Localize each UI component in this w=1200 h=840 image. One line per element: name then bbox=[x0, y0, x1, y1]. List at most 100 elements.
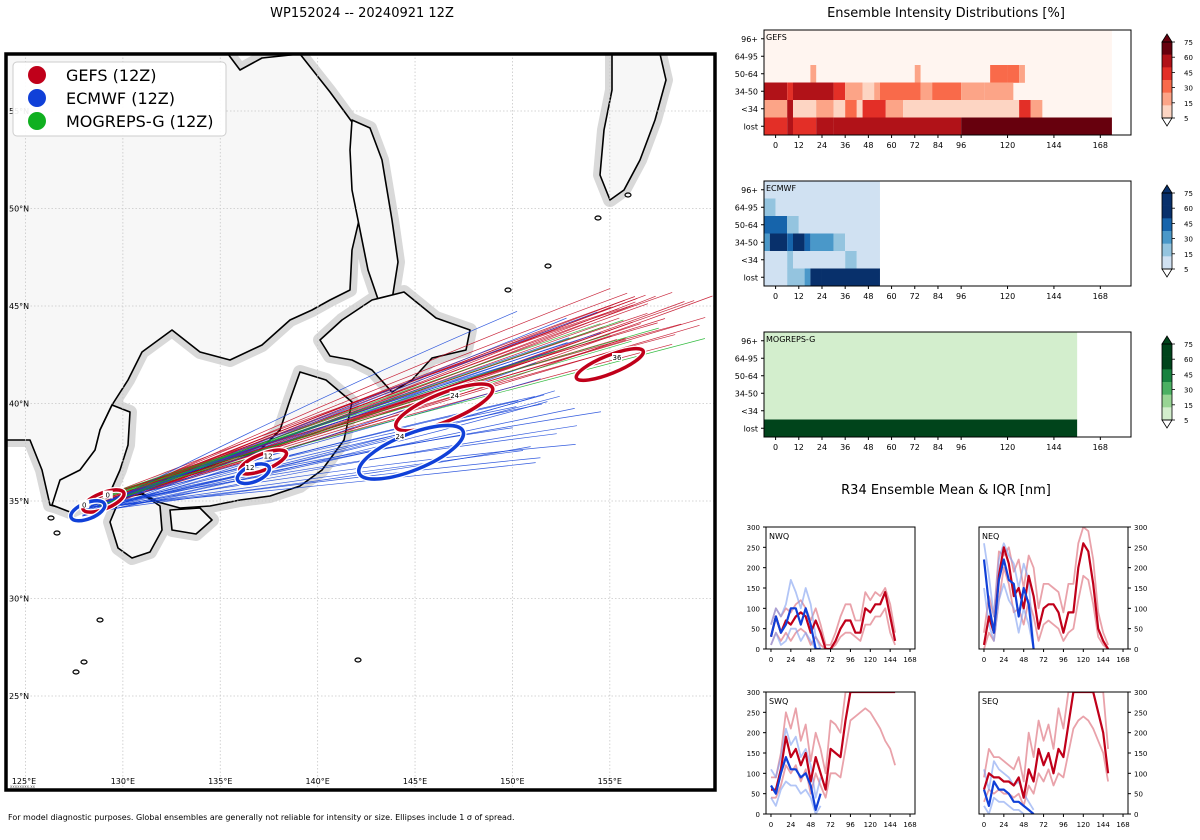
ellipse-hour-label: 24 bbox=[395, 433, 404, 441]
heatmap-cell bbox=[792, 233, 805, 252]
r34-quadrant-label: SEQ bbox=[982, 697, 998, 706]
colorbar-frame bbox=[1161, 192, 1173, 270]
r34-y-tick-label: 250 bbox=[1134, 709, 1147, 717]
heatmap-cell bbox=[764, 181, 880, 199]
row-label: <34 bbox=[741, 105, 758, 114]
colorbar-segment bbox=[1162, 394, 1172, 408]
heatmap-cell bbox=[845, 233, 880, 252]
x-tick-label: 36 bbox=[840, 141, 850, 150]
r34-y-tick-label: 0 bbox=[1134, 646, 1138, 654]
island-1 bbox=[80, 659, 88, 665]
heatmap-cell bbox=[792, 268, 805, 287]
ellipse-hour-label: 36 bbox=[613, 354, 622, 362]
legend-marker-ecmwf bbox=[28, 89, 46, 107]
r34-x-tick-label: 0 bbox=[982, 656, 986, 664]
island-5 bbox=[354, 657, 362, 663]
r34-panel-neq: NEQ 0 50 100 150 200 250 300 0 24 48 72 96 120 144 168 bbox=[978, 524, 1147, 664]
heatmap-cell bbox=[764, 384, 1078, 403]
heatmap-cell bbox=[764, 233, 770, 252]
heatmap-cell bbox=[833, 82, 846, 101]
x-tick-label: 168 bbox=[1093, 292, 1108, 301]
heatmap-cell bbox=[961, 117, 1112, 136]
r34-x-tick-label: 96 bbox=[846, 656, 855, 664]
colorbar-tick-label: 75 bbox=[1184, 190, 1193, 198]
heatmap-cell bbox=[862, 100, 886, 118]
x-tick-label: 24 bbox=[817, 141, 827, 150]
colorbar-top-arrow bbox=[1161, 335, 1173, 345]
colorbar-tick-label: 60 bbox=[1184, 205, 1193, 213]
colorbar-tick-label: 15 bbox=[1184, 402, 1193, 410]
x-tick-label: 24 bbox=[817, 443, 827, 452]
lon-label: 145°E bbox=[403, 777, 427, 786]
ellipse-hour-label: 12 bbox=[264, 453, 273, 461]
row-label: <34 bbox=[741, 407, 758, 416]
heatmap-cell bbox=[787, 268, 793, 287]
heatmap-cell bbox=[961, 82, 985, 101]
x-tick-label: 72 bbox=[910, 443, 920, 452]
ecmwf-member-track bbox=[88, 342, 568, 517]
x-tick-label: 84 bbox=[933, 292, 943, 301]
gefs-member-track bbox=[103, 296, 636, 505]
heatmap-cell bbox=[764, 198, 776, 217]
r34-y-tick-label: 150 bbox=[747, 750, 760, 758]
island-9 bbox=[504, 287, 512, 293]
colorbar-tick-label: 60 bbox=[1184, 356, 1193, 364]
heatmap-cell bbox=[990, 65, 1008, 83]
land-7 bbox=[599, 54, 667, 201]
colorbar-tick-label: 75 bbox=[1184, 39, 1193, 47]
heatmap-cell bbox=[1007, 65, 1020, 83]
heatmap-cell bbox=[821, 268, 880, 287]
row-label: lost bbox=[744, 122, 758, 131]
row-label: 96+ bbox=[741, 186, 758, 195]
row-label: <34 bbox=[741, 256, 758, 265]
heatmap-cell bbox=[932, 82, 962, 101]
r34-panel-nwq: NWQ 0 50 100 150 200 250 300 0 24 48 72 96 120 144 168 bbox=[747, 524, 917, 664]
colorbar-segment bbox=[1162, 54, 1172, 68]
r34-title: R34 Ensemble Mean & IQR [nm] bbox=[841, 483, 1051, 498]
row-label: 50-64 bbox=[735, 372, 758, 381]
colorbar-segment bbox=[1162, 344, 1172, 357]
x-tick-label: 48 bbox=[863, 443, 873, 452]
mogreps-member-track bbox=[104, 323, 601, 505]
r34-y-tick-label: 150 bbox=[1134, 585, 1147, 593]
r34-neq-ecmwf-iqr-high bbox=[983, 542, 1035, 649]
island-4 bbox=[47, 515, 55, 521]
ellipse-label-bg bbox=[394, 431, 405, 440]
lon-label: 140°E bbox=[305, 777, 329, 786]
heatmap-cell bbox=[787, 251, 793, 269]
r34-y-tick-label: 150 bbox=[747, 585, 760, 593]
ecmwf-member-track bbox=[81, 444, 576, 512]
r34-y-tick-label: 250 bbox=[747, 709, 760, 717]
colorbar-frame bbox=[1161, 41, 1173, 119]
colorbar-tick-label: 5 bbox=[1184, 115, 1188, 123]
heatmap-frame bbox=[763, 180, 1132, 287]
lon-label: 125°E bbox=[12, 777, 36, 786]
row-label: lost bbox=[744, 273, 758, 282]
x-tick-label: 0 bbox=[773, 292, 778, 301]
legend-marker-mogreps bbox=[28, 112, 46, 130]
gefs-member-track bbox=[107, 288, 611, 503]
r34-y-tick-label: 300 bbox=[1134, 524, 1147, 532]
heatmap-cell bbox=[885, 100, 904, 118]
map-title: WP152024 -- 20240921 12Z bbox=[270, 6, 454, 21]
heatmap-cell bbox=[816, 117, 834, 136]
colorbar-bottom-arrow bbox=[1161, 419, 1173, 429]
r34-x-tick-label: 0 bbox=[769, 656, 773, 664]
intensity-panel-ecmwf: ECMWF 96+ 64-95 50-64 34-50 <34 lost 0 12 24 36 48 6… bbox=[735, 180, 1193, 301]
r34-neq-gefs-iqr-high bbox=[983, 527, 1109, 646]
r34-y-tick-label: 300 bbox=[747, 524, 760, 532]
footnote: For model diagnostic purposes. Global en… bbox=[8, 813, 515, 822]
r34-x-tick-label: 24 bbox=[999, 821, 1008, 829]
x-tick-label: 60 bbox=[886, 141, 896, 150]
map-credit: xxxxxxxx.xx bbox=[10, 784, 36, 789]
heatmap-cell bbox=[764, 100, 788, 118]
r34-x-tick-label: 144 bbox=[883, 821, 897, 829]
r34-x-tick-label: 168 bbox=[903, 821, 916, 829]
colorbar-segment bbox=[1162, 356, 1172, 370]
r34-quadrant-label: SWQ bbox=[769, 697, 788, 706]
heatmap-frame bbox=[763, 29, 1132, 136]
r34-neq-ecmwf-mean bbox=[982, 558, 1035, 649]
ellipse-label-bg bbox=[612, 353, 623, 361]
map-frame bbox=[4, 52, 717, 792]
r34-quadrant-label: NEQ bbox=[982, 532, 999, 541]
